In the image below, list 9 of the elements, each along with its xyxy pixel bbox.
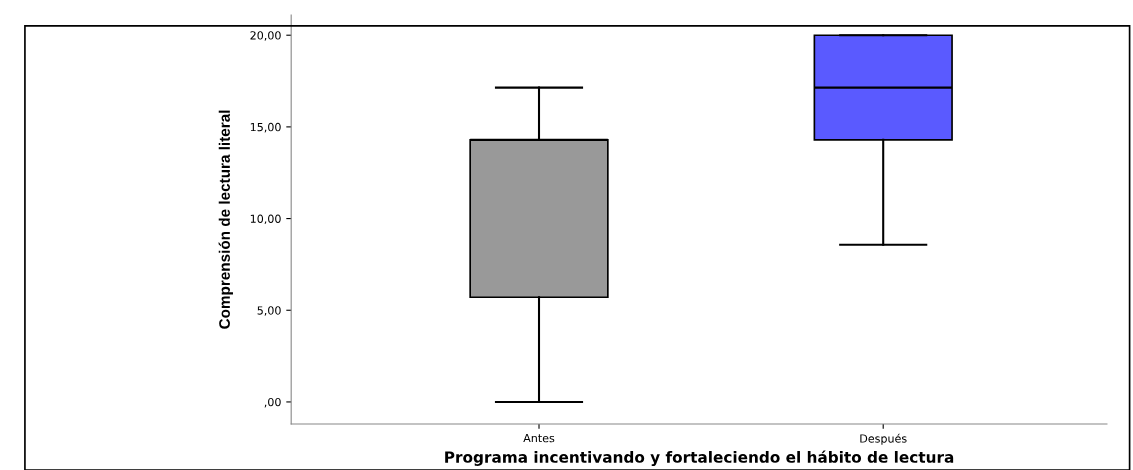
x-axis-title: Programa incentivando y fortaleciendo el hábito de lectura xyxy=(445,450,954,466)
x-tick-label: Antes xyxy=(523,434,555,443)
y-tick-label: 5,00 xyxy=(257,306,281,316)
y-tick-label: 15,00 xyxy=(250,122,281,133)
y-tick-label: 10,00 xyxy=(250,214,281,225)
y-tick-label: 20,00 xyxy=(250,31,281,41)
y-axis-title: Comprensión de lectura literal xyxy=(218,110,233,329)
y-tick-label: ,00 xyxy=(264,397,281,408)
x-tick-label: Después xyxy=(860,433,907,445)
